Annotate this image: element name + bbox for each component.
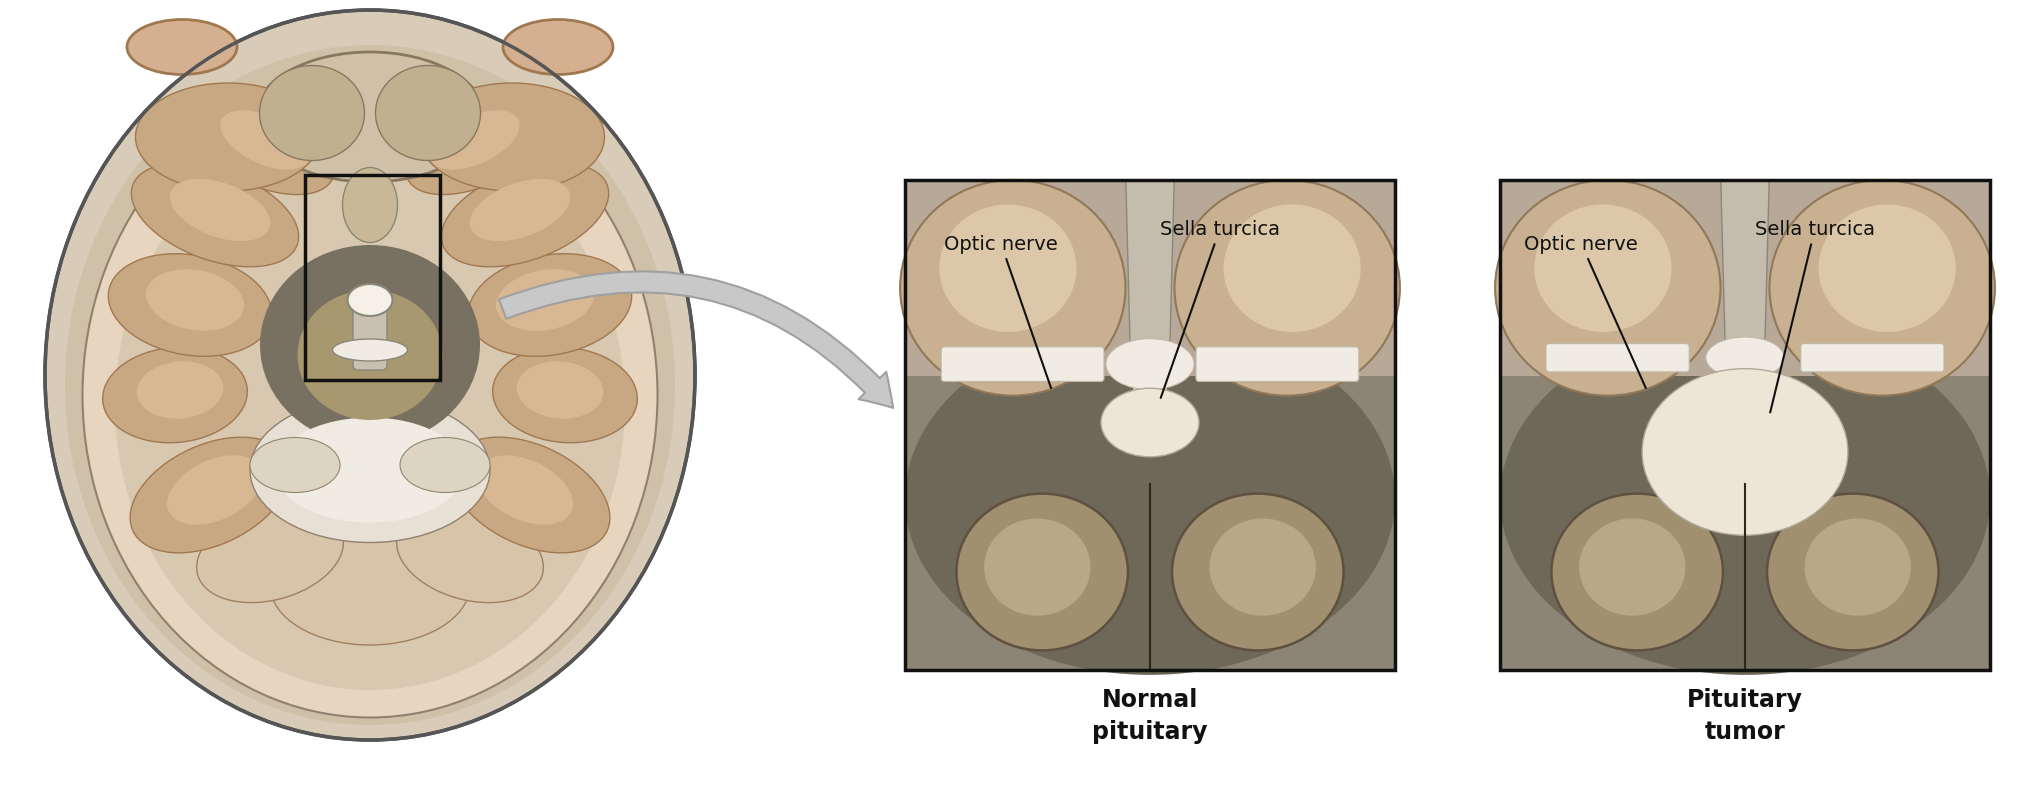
Ellipse shape bbox=[495, 269, 593, 330]
Ellipse shape bbox=[1578, 518, 1684, 615]
Ellipse shape bbox=[469, 254, 632, 356]
Ellipse shape bbox=[126, 20, 237, 75]
Text: Sella turcica: Sella turcica bbox=[1754, 220, 1874, 412]
Ellipse shape bbox=[1768, 180, 1994, 396]
Ellipse shape bbox=[45, 10, 695, 740]
Ellipse shape bbox=[1209, 518, 1315, 615]
Polygon shape bbox=[1126, 180, 1174, 361]
Ellipse shape bbox=[451, 437, 610, 553]
Ellipse shape bbox=[1805, 518, 1911, 615]
Bar bbox=[905, 180, 1395, 670]
Ellipse shape bbox=[899, 180, 1126, 396]
Ellipse shape bbox=[983, 518, 1091, 615]
FancyBboxPatch shape bbox=[1195, 347, 1358, 382]
Ellipse shape bbox=[169, 179, 269, 241]
Ellipse shape bbox=[406, 96, 555, 195]
Ellipse shape bbox=[1499, 322, 1988, 675]
FancyBboxPatch shape bbox=[1800, 344, 1943, 372]
Ellipse shape bbox=[251, 437, 341, 492]
Ellipse shape bbox=[1105, 338, 1193, 389]
Ellipse shape bbox=[504, 20, 612, 75]
Ellipse shape bbox=[905, 322, 1395, 675]
FancyBboxPatch shape bbox=[353, 290, 387, 370]
Bar bbox=[1499, 180, 1988, 670]
Ellipse shape bbox=[147, 269, 245, 330]
Ellipse shape bbox=[469, 179, 571, 241]
Bar bbox=[1499, 180, 1988, 376]
Ellipse shape bbox=[343, 167, 398, 243]
Ellipse shape bbox=[251, 397, 489, 542]
Text: Normal
pituitary: Normal pituitary bbox=[1091, 688, 1207, 743]
Ellipse shape bbox=[167, 455, 263, 524]
Ellipse shape bbox=[137, 361, 224, 418]
Ellipse shape bbox=[82, 72, 657, 717]
Ellipse shape bbox=[1766, 494, 1937, 651]
Ellipse shape bbox=[347, 284, 391, 316]
Text: Sella turcica: Sella turcica bbox=[1160, 220, 1278, 398]
FancyBboxPatch shape bbox=[1134, 371, 1166, 405]
Ellipse shape bbox=[396, 507, 542, 603]
Ellipse shape bbox=[1552, 494, 1723, 651]
Ellipse shape bbox=[332, 339, 408, 361]
Ellipse shape bbox=[220, 110, 310, 170]
Ellipse shape bbox=[108, 254, 271, 356]
Ellipse shape bbox=[1495, 180, 1719, 396]
Ellipse shape bbox=[255, 52, 485, 182]
Ellipse shape bbox=[430, 110, 520, 170]
Ellipse shape bbox=[1223, 205, 1360, 332]
Polygon shape bbox=[1721, 180, 1768, 361]
Ellipse shape bbox=[1533, 205, 1670, 332]
Ellipse shape bbox=[1817, 205, 1955, 332]
Ellipse shape bbox=[196, 507, 343, 603]
FancyBboxPatch shape bbox=[1546, 344, 1688, 372]
Ellipse shape bbox=[1705, 337, 1784, 378]
Ellipse shape bbox=[298, 290, 442, 420]
Text: Optic nerve: Optic nerve bbox=[944, 235, 1058, 388]
Ellipse shape bbox=[1174, 180, 1399, 396]
Ellipse shape bbox=[420, 83, 604, 191]
Ellipse shape bbox=[130, 163, 298, 267]
Ellipse shape bbox=[1101, 389, 1199, 457]
Ellipse shape bbox=[114, 120, 624, 690]
Ellipse shape bbox=[516, 361, 604, 418]
Ellipse shape bbox=[956, 494, 1128, 651]
Bar bbox=[905, 180, 1395, 376]
Text: Optic nerve: Optic nerve bbox=[1523, 235, 1645, 388]
Ellipse shape bbox=[400, 437, 489, 492]
FancyBboxPatch shape bbox=[940, 347, 1103, 382]
Ellipse shape bbox=[477, 455, 573, 524]
Ellipse shape bbox=[269, 525, 469, 645]
Ellipse shape bbox=[65, 45, 675, 725]
Ellipse shape bbox=[491, 347, 636, 443]
Ellipse shape bbox=[440, 163, 608, 267]
Ellipse shape bbox=[130, 437, 290, 553]
Ellipse shape bbox=[1641, 369, 1847, 535]
Ellipse shape bbox=[135, 83, 320, 191]
Ellipse shape bbox=[259, 245, 479, 445]
Ellipse shape bbox=[375, 65, 481, 160]
Ellipse shape bbox=[102, 347, 247, 443]
Ellipse shape bbox=[938, 205, 1077, 332]
Ellipse shape bbox=[259, 65, 365, 160]
Ellipse shape bbox=[186, 96, 334, 195]
Bar bbox=[905, 180, 1395, 670]
FancyArrowPatch shape bbox=[500, 272, 893, 408]
Bar bbox=[306, 175, 440, 380]
Text: Pituitary
tumor: Pituitary tumor bbox=[1686, 688, 1802, 743]
Ellipse shape bbox=[275, 418, 465, 523]
Ellipse shape bbox=[1172, 494, 1344, 651]
Bar bbox=[1499, 180, 1988, 670]
